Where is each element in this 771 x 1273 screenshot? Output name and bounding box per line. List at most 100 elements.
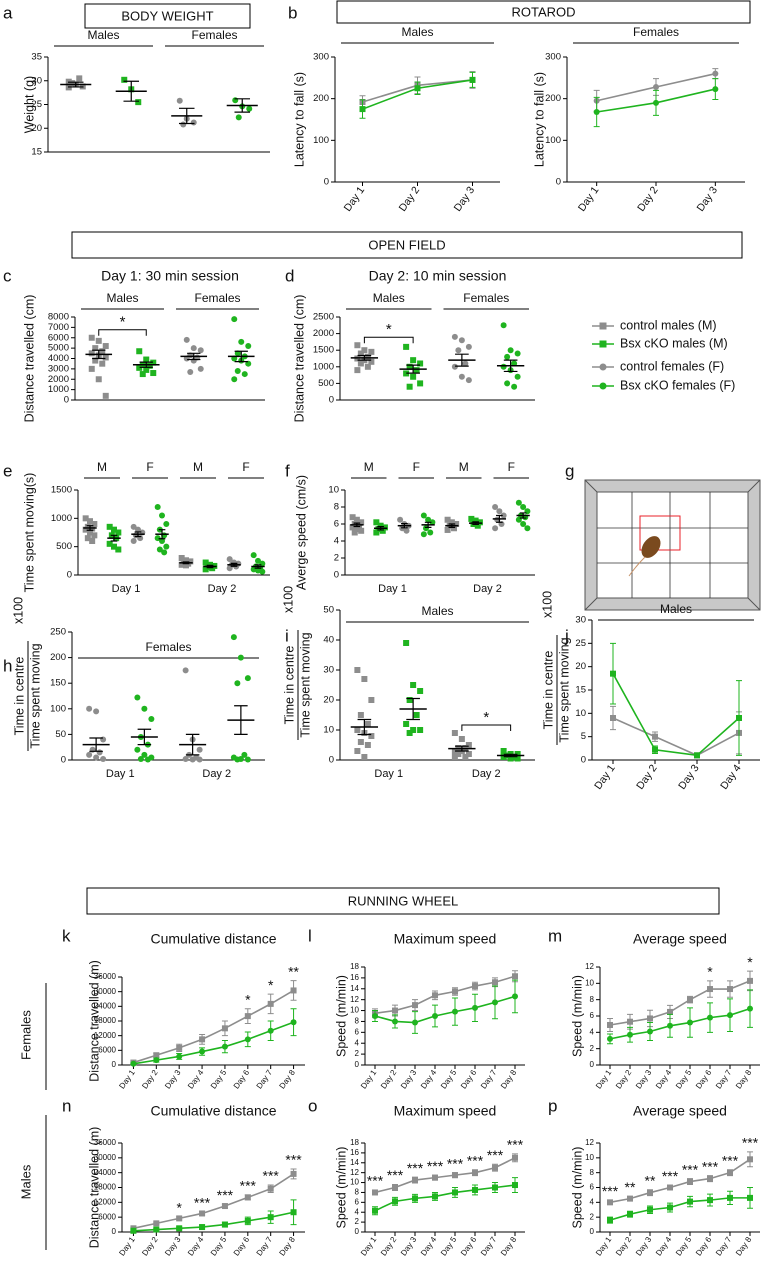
marker [358,519,365,526]
marker [372,1189,378,1196]
marker [244,1013,251,1020]
marker [599,382,607,390]
y-tick-label: 12 [585,1138,594,1147]
sem-bar [377,525,384,531]
x-tick-label: Day 4 [654,1068,674,1091]
marker [667,1008,673,1015]
marker [372,1013,378,1019]
significance-label: *** [487,1147,504,1163]
x-tick-label: Day 1 [117,1068,137,1091]
y-tick-label: 1000 [313,361,334,372]
marker [520,521,527,527]
marker [747,977,753,984]
marker [520,504,527,510]
marker [146,362,153,369]
chart-title: Day 1: 30 min session [101,268,239,284]
x-tick-label: Day 8 [734,1235,754,1258]
significance-label: * [120,314,126,331]
side-label: Females [18,1010,33,1060]
marker [241,371,248,378]
marker [422,525,429,532]
significance-label: ** [625,1179,636,1195]
marker [412,1195,418,1202]
marker [176,97,183,104]
marker [82,515,89,522]
sem-bar [406,364,420,374]
marker [364,363,371,370]
x-tick-label: Day 2 [614,1068,634,1091]
x-tick-label: Day 6 [232,1235,252,1258]
y-tick-label: 2 [355,1217,360,1226]
marker [84,535,91,542]
significance-label: * [747,954,753,970]
marker [136,348,143,355]
marker [412,1002,418,1009]
marker [451,754,458,760]
marker [163,543,170,550]
y-tick-label: 8 [355,1188,360,1197]
y-axis-label: Distance travelled (m) [87,960,101,1082]
marker [593,109,600,115]
marker [356,522,363,529]
marker [351,529,358,536]
marker [627,1211,633,1218]
header-text: RUNNING WHEEL [348,893,459,908]
x-tick-label: Day 4 [186,1235,206,1258]
marker [747,1156,753,1163]
marker [403,527,410,534]
sem-bar [234,350,248,363]
y-tick-label: 24000 [94,1001,117,1010]
marker [727,1169,733,1176]
marker [451,525,458,532]
marker [246,105,253,112]
y-tick-label: 20 [575,661,586,672]
marker [111,526,117,533]
marker [610,670,616,677]
marker [452,1008,458,1015]
arena-floor [596,491,749,599]
bracket-label: F [146,460,153,474]
marker [148,716,155,723]
marker [476,519,483,526]
y-tick-label: 6 [590,1183,595,1192]
y-tick-label: 1000 [51,513,72,524]
marker [134,694,141,701]
y-tick-label: 15 [575,685,586,696]
chart-title: Average speed [633,931,727,947]
marker [420,531,427,538]
marker [607,1021,613,1028]
series-line [612,673,740,757]
marker [137,755,144,762]
marker [221,1043,228,1050]
x-tick-label: Day 5 [439,1068,459,1091]
marker [196,756,203,763]
marker [351,521,358,527]
marker [687,996,693,1003]
marker [221,1025,228,1032]
marker [492,979,498,986]
bracket-label: Males [373,291,405,305]
significance-label: *** [407,1160,424,1176]
x-tick-label: Day 7 [255,1235,275,1258]
x-tick-label: Day 3 [163,1068,183,1091]
marker [432,992,438,999]
y-tick-label: 40 [323,635,334,646]
marker [143,366,150,373]
marker [712,86,719,93]
marker [492,1184,498,1191]
y-tick-label: 2 [355,1049,360,1058]
marker [226,556,233,563]
marker [135,526,141,533]
marker [392,1018,398,1025]
y-tick-label: 6000 [98,1212,116,1221]
significance-label: *** [263,1168,280,1184]
marker [627,1018,633,1025]
marker [237,654,244,661]
marker [694,752,700,759]
x-tick-label: Day 2 [140,1235,160,1258]
y-axis-label: Speed (m/min) [570,1147,584,1229]
marker [515,499,522,506]
marker [492,1164,498,1171]
y-tick-label: 16 [350,973,359,982]
marker [238,338,245,345]
